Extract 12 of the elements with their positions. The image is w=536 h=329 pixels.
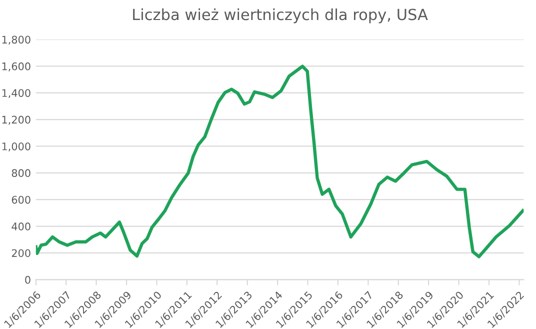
y-tick-label: 0 bbox=[25, 276, 30, 284]
y-tick-label: 800 bbox=[12, 169, 30, 178]
y-tick-label: 1,800 bbox=[2, 36, 30, 45]
chart-title: Liczba wież wiertniczych dla ropy, USA bbox=[133, 8, 428, 24]
y-tick-label: 400 bbox=[12, 222, 30, 230]
y-tick-label: 600 bbox=[12, 196, 30, 204]
y-tick-label: 1,600 bbox=[2, 62, 30, 72]
y-tick-label: 1,000 bbox=[2, 142, 30, 152]
y-tick-label: 200 bbox=[12, 249, 30, 258]
line-series bbox=[36, 64, 524, 258]
y-tick-label: 1,400 bbox=[2, 89, 30, 98]
y-tick-label: 1,200 bbox=[2, 116, 30, 125]
